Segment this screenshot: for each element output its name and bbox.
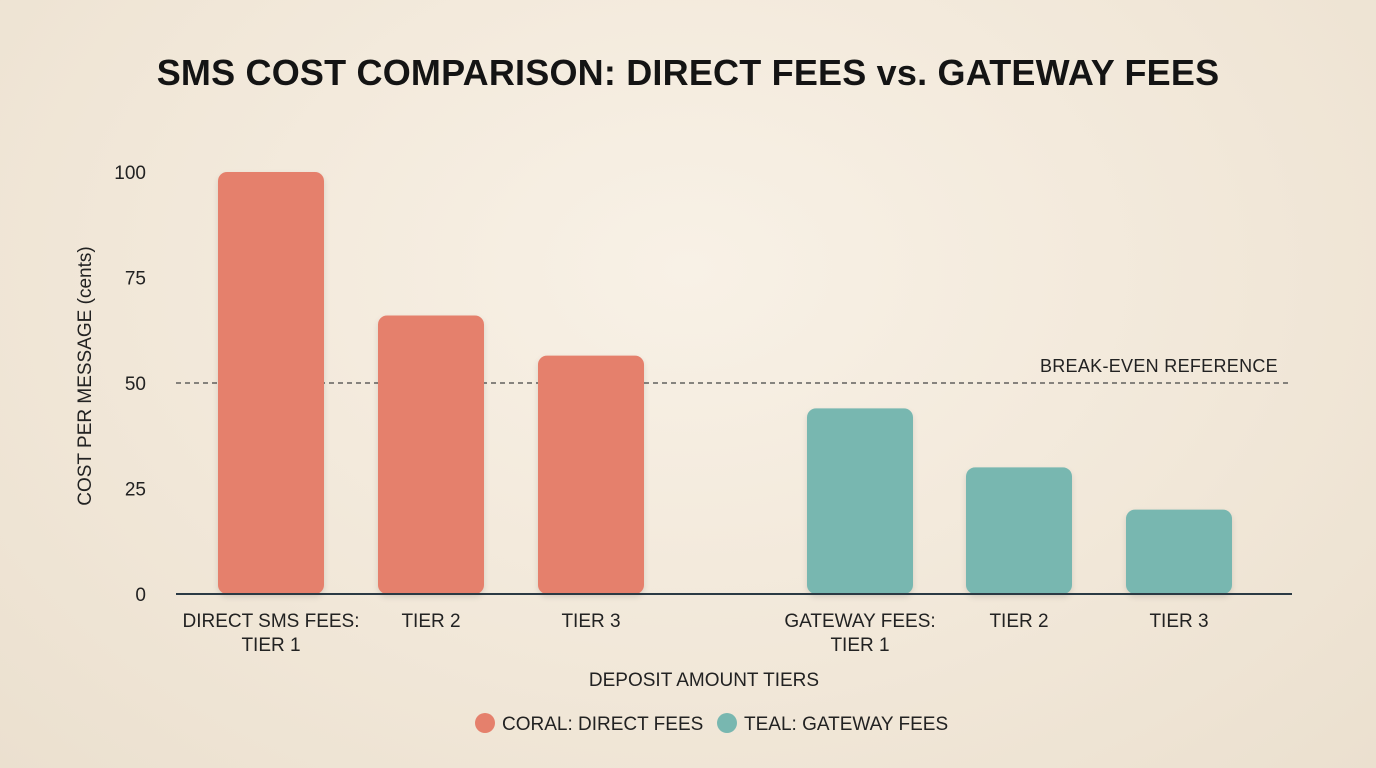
y-tick-label-50: 50: [125, 374, 146, 395]
direct-bar-3: [538, 355, 644, 594]
y-tick-label-0: 0: [135, 585, 146, 606]
y-axis-title: COST PER MESSAGE (cents): [75, 246, 96, 505]
chart-title: SMS COST COMPARISON: DIRECT FEES vs. GAT…: [156, 52, 1220, 93]
direct-bar-1: [218, 172, 324, 594]
y-tick-label-75: 75: [125, 269, 146, 290]
break-even-reference-label: BREAK-EVEN REFERENCE: [1040, 356, 1278, 376]
x-axis-title: DEPOSIT AMOUNT TIERS: [589, 670, 819, 691]
direct-legend-swatch: [475, 713, 495, 733]
gateway-bar-1: [807, 408, 913, 594]
y-tick-label-25: 25: [125, 480, 146, 501]
gateway-legend-swatch: [717, 713, 737, 733]
gateway-category-label-2: TIER 2: [989, 611, 1048, 632]
gateway-legend-label: TEAL: GATEWAY FEES: [744, 714, 948, 735]
gateway-category-label-1: GATEWAY FEES: TIER 1: [784, 611, 935, 656]
gateway-bar-3: [1126, 509, 1232, 594]
gateway-bar-2: [966, 467, 1072, 594]
direct-legend-label: CORAL: DIRECT FEES: [502, 714, 703, 735]
gateway-category-label-3: TIER 3: [1149, 611, 1208, 632]
direct-bar-2: [378, 315, 484, 594]
direct-category-label-1: DIRECT SMS FEES: TIER 1: [182, 611, 359, 656]
y-tick-label-100: 100: [114, 163, 146, 184]
direct-category-label-3: TIER 3: [561, 611, 620, 632]
direct-category-label-2: TIER 2: [401, 611, 460, 632]
